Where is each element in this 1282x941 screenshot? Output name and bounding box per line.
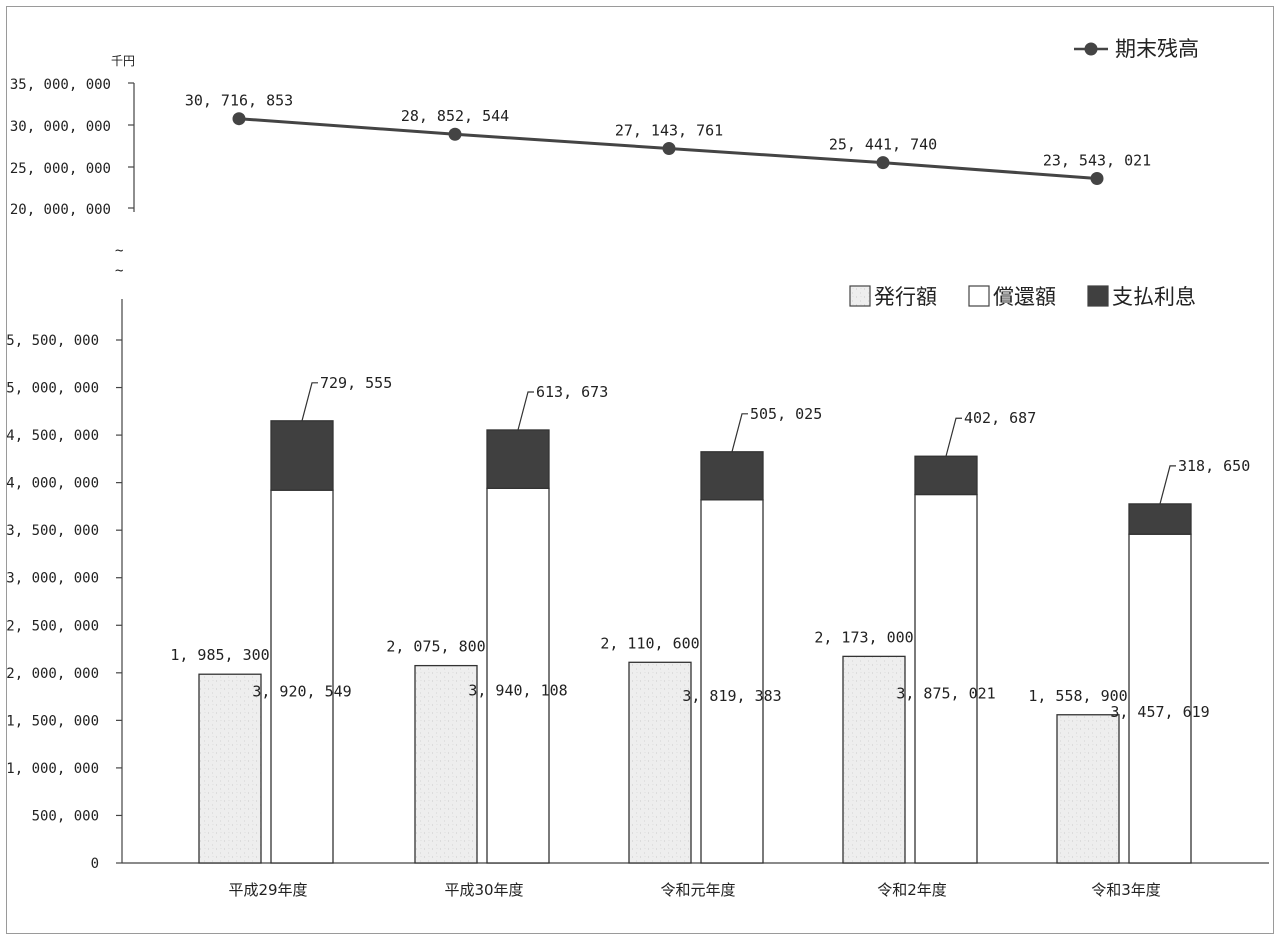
data-label-interest: 505, 025 [750, 405, 822, 423]
category-label: 令和3年度 [1091, 881, 1161, 899]
line-point [448, 127, 462, 141]
legend-swatch-redemption [968, 285, 990, 307]
bar-redemption [1128, 533, 1192, 864]
axis-break-mark: ~ [115, 263, 123, 279]
data-label-balance: 28, 852, 544 [401, 107, 509, 125]
bar-redemption [270, 489, 334, 864]
bar-redemption [700, 499, 764, 864]
lower-tick-label: 4, 000, 000 [7, 476, 99, 492]
data-label-interest: 729, 555 [320, 374, 392, 392]
data-label-interest: 402, 687 [964, 409, 1036, 427]
bar-redemption [486, 487, 550, 864]
data-label-redemption: 3, 940, 108 [468, 682, 567, 700]
leader-line [945, 417, 962, 457]
lower-tick-label: 1, 000, 000 [7, 761, 99, 777]
data-label-balance: 23, 543, 021 [1043, 151, 1151, 169]
lower-tick-label: 0 [91, 856, 99, 872]
category-label: 令和元年度 [660, 881, 735, 899]
bar-issue [628, 661, 692, 864]
data-label-interest: 613, 673 [536, 383, 608, 401]
data-label-issue: 2, 173, 000 [814, 628, 913, 646]
bar-interest [270, 420, 334, 491]
lower-y-axis: 0 500, 000 1, 000, 000 1, 500, 000 2, 000, 0… [7, 299, 1269, 872]
data-label-redemption: 3, 457, 619 [1110, 703, 1209, 721]
data-label-redemption: 3, 920, 549 [252, 683, 351, 701]
bar-issue [198, 673, 262, 864]
data-label-interest: 318, 650 [1178, 457, 1250, 475]
data-label-redemption: 3, 875, 021 [896, 684, 995, 702]
category-label: 平成30年度 [444, 881, 523, 899]
line-point [662, 141, 676, 155]
upper-tick-label: 25, 000, 000 [10, 161, 111, 177]
bar-issue [842, 655, 906, 864]
bar-interest [700, 451, 764, 501]
bar-interest [1128, 503, 1192, 535]
legend-label-interest: 支払利息 [1112, 285, 1196, 309]
data-label-issue: 1, 558, 900 [1028, 687, 1127, 705]
data-label-redemption: 3, 819, 383 [682, 687, 781, 705]
leader-line [731, 413, 748, 452]
axis-break-mark: ~ [115, 243, 123, 259]
lower-tick-label: 5, 500, 000 [7, 333, 99, 349]
lower-tick-label: 3, 500, 000 [7, 523, 99, 539]
line-point [876, 156, 890, 170]
bar-issue [1056, 714, 1120, 864]
bar-legend: 発行額 償還額 支払利息 [849, 285, 1196, 309]
upper-y-axis: 千円 35, 000, 000 30, 000, 000 25, 000, 00… [10, 54, 135, 218]
data-label-balance: 27, 143, 761 [615, 121, 723, 139]
lower-tick-label: 500, 000 [32, 808, 99, 824]
bar-issue [414, 664, 478, 864]
legend-label-issue: 発行額 [874, 285, 937, 309]
legend-swatch-issue [849, 285, 871, 307]
line-point [1090, 171, 1104, 185]
axis-break: ~ ~ [115, 243, 123, 279]
category-label: 平成29年度 [228, 881, 307, 899]
line-point [232, 112, 246, 126]
data-label-balance: 25, 441, 740 [829, 136, 937, 154]
legend-label-redemption: 償還額 [993, 285, 1056, 309]
data-label-issue: 1, 985, 300 [170, 646, 269, 664]
line-legend-label: 期末残高 [1115, 37, 1199, 61]
data-label-issue: 2, 110, 600 [600, 634, 699, 652]
lower-tick-label: 4, 500, 000 [7, 428, 99, 444]
leader-line [301, 382, 318, 421]
upper-tick-label: 30, 000, 000 [10, 119, 111, 135]
data-label-issue: 2, 075, 800 [386, 638, 485, 656]
lower-tick-label: 1, 500, 000 [7, 713, 99, 729]
chart-frame: 千円 35, 000, 000 30, 000, 000 25, 000, 00… [6, 6, 1274, 934]
category-label: 令和2年度 [877, 881, 947, 899]
leader-line [1159, 465, 1176, 505]
unit-label: 千円 [111, 54, 135, 68]
bond-chart: 千円 35, 000, 000 30, 000, 000 25, 000, 00… [7, 37, 1269, 899]
bar-redemption [914, 493, 978, 864]
upper-tick-label: 35, 000, 000 [10, 77, 111, 93]
lower-tick-label: 2, 500, 000 [7, 618, 99, 634]
line-legend-marker [1084, 42, 1098, 56]
line-legend: 期末残高 [1074, 37, 1199, 61]
legend-swatch-interest [1087, 285, 1109, 307]
lower-tick-label: 5, 000, 000 [7, 381, 99, 397]
upper-tick-label: 20, 000, 000 [10, 202, 111, 218]
lower-tick-label: 3, 000, 000 [7, 571, 99, 587]
bar-interest [914, 455, 978, 496]
bar-interest [486, 429, 550, 489]
data-label-balance: 30, 716, 853 [185, 92, 293, 110]
lower-tick-label: 2, 000, 000 [7, 666, 99, 682]
leader-line [517, 391, 534, 431]
